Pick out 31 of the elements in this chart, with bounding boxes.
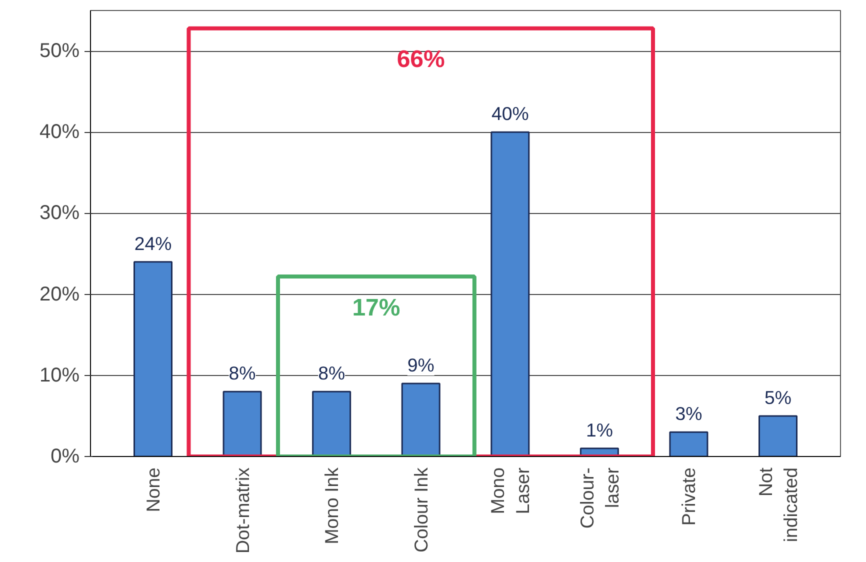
data-label: 3% xyxy=(675,403,702,424)
data-label: 8% xyxy=(228,362,256,384)
x-tick-label: Not indicated xyxy=(754,466,802,542)
bar xyxy=(490,131,530,456)
y-tick-label: 20% xyxy=(39,283,80,306)
data-label: 9% xyxy=(407,354,434,376)
bar xyxy=(222,390,262,456)
x-tick-label: Colour Ink xyxy=(410,466,432,553)
bar xyxy=(758,415,798,456)
annotation: 66% xyxy=(396,46,445,74)
x-tick-label: Private xyxy=(678,467,700,526)
x-tick-label: Colour- laser xyxy=(576,468,623,529)
y-tick-label: 50% xyxy=(39,40,80,62)
data-label: 5% xyxy=(764,386,792,408)
y-tick-label: 30% xyxy=(39,202,80,224)
data-label: 24% xyxy=(134,232,172,254)
x-tick-label: None xyxy=(142,467,164,512)
y-tick-label: 10% xyxy=(39,364,80,386)
y-tick-label: 0% xyxy=(50,446,80,468)
data-label: 8% xyxy=(318,362,346,384)
bar xyxy=(134,261,172,456)
bar xyxy=(669,431,708,456)
x-tick-label: Mono Ink xyxy=(321,466,342,544)
bar xyxy=(401,382,440,456)
data-label: 1% xyxy=(586,419,613,440)
annotation: 17% xyxy=(352,294,400,322)
bar xyxy=(312,390,352,456)
x-tick-label: Mono Laser xyxy=(487,467,534,514)
x-tick-label: Dot-matrix xyxy=(232,466,253,554)
y-tick-label: 40% xyxy=(39,121,80,144)
data-label: 40% xyxy=(491,103,529,124)
